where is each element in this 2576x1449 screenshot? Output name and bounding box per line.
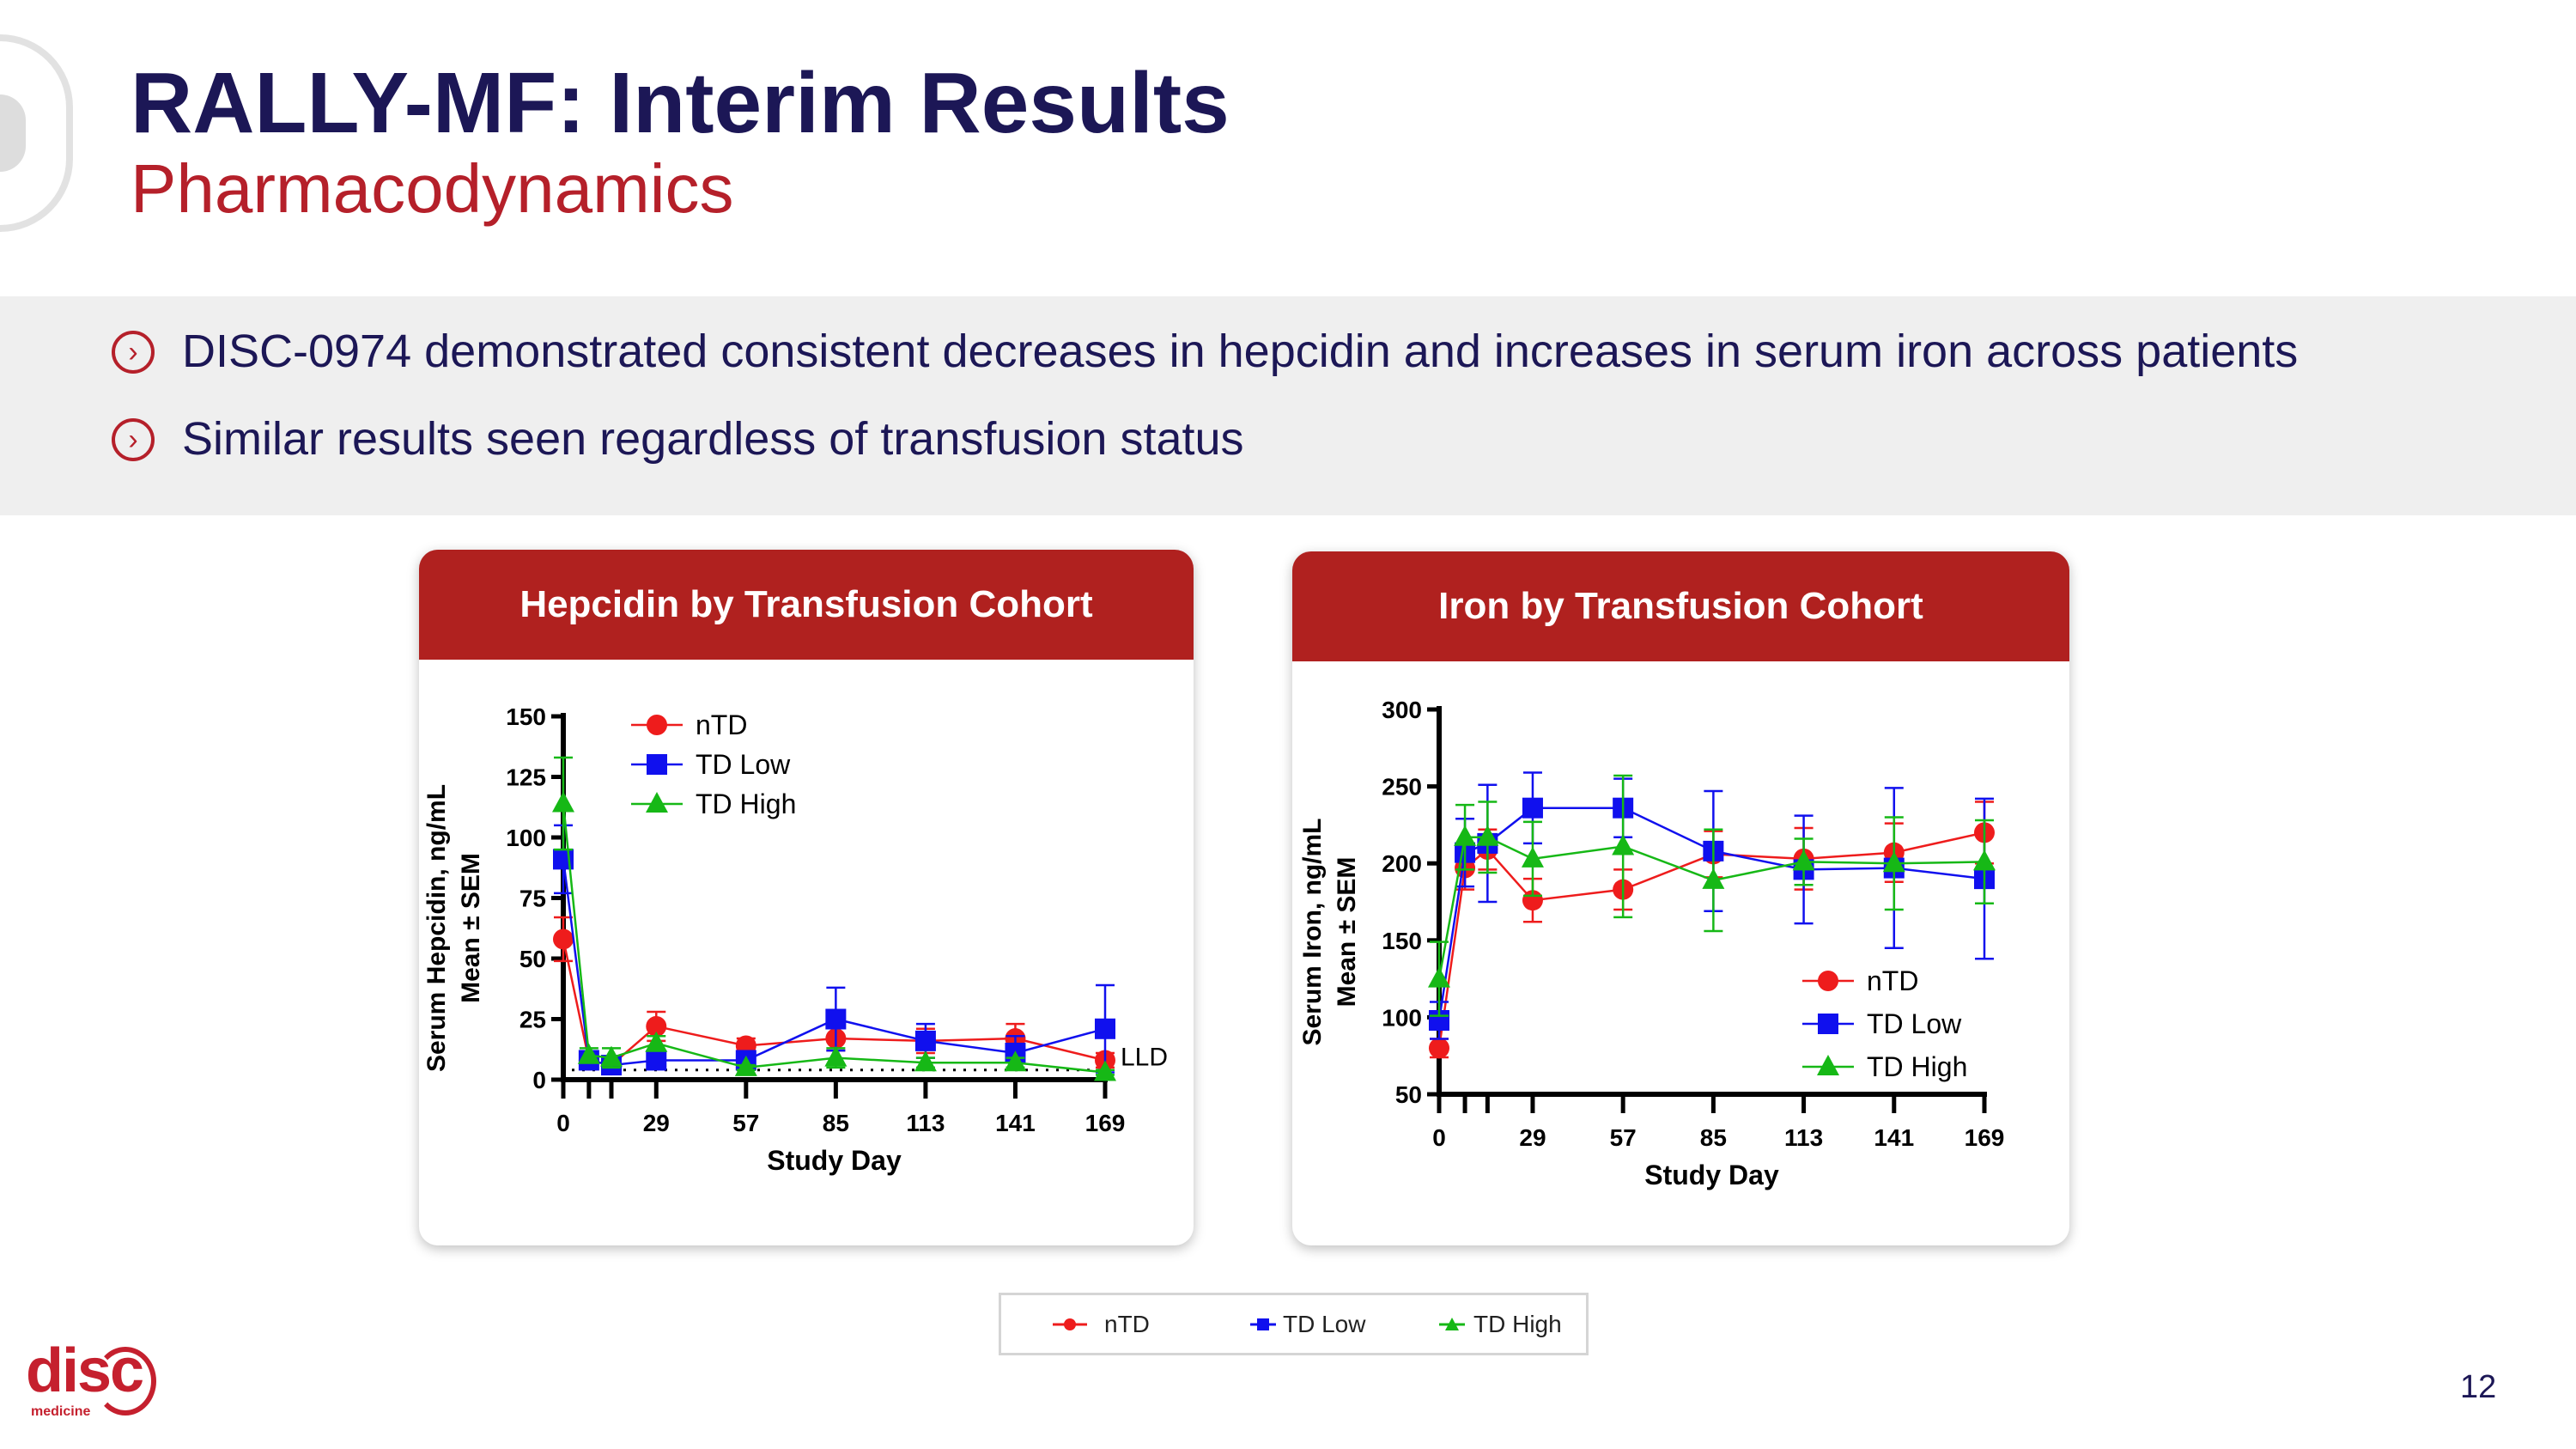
data-point — [914, 1050, 937, 1072]
legend-label: nTD — [1867, 965, 1918, 996]
page-number: 12 — [2460, 1369, 2497, 1405]
bullet-item: › Similar results seen regardless of tran… — [112, 413, 1244, 465]
x-tick-label: 113 — [1784, 1124, 1823, 1151]
legend-marker — [647, 754, 667, 775]
y-axis-label: Serum Iron, ng/mL — [1298, 818, 1327, 1045]
data-point — [1522, 797, 1543, 819]
hepcidin-chart-card: Hepcidin by Transfusion Cohort 0 25 50 75 10… — [419, 550, 1194, 1245]
x-tick-label: 169 — [1965, 1124, 2005, 1151]
series-td-low — [1429, 771, 1995, 1040]
x-tick-label: 85 — [823, 1110, 849, 1136]
key-points-band — [0, 296, 2576, 515]
data-point — [553, 928, 574, 950]
chart-title: Iron by Transfusion Cohort — [1292, 551, 2069, 661]
bullet-text: Similar results seen regardless of trans… — [182, 413, 1244, 465]
data-point — [1095, 1018, 1115, 1039]
legend-marker — [1817, 1055, 1839, 1075]
data-point — [1612, 834, 1635, 855]
x-tick-label: 113 — [906, 1110, 945, 1136]
data-point — [825, 1008, 847, 1030]
data-point — [646, 1050, 667, 1071]
legend-item-ntd: nTD — [1053, 1311, 1150, 1338]
x-tick-label: 29 — [643, 1110, 670, 1136]
y-tick-label: 0 — [532, 1067, 546, 1093]
page-title: RALLY-MF: Interim Results — [131, 55, 1230, 151]
y-tick-label: 200 — [1382, 850, 1422, 877]
legend-label: TD Low — [1867, 1008, 1962, 1039]
data-point — [734, 1055, 757, 1076]
data-point — [1702, 868, 1725, 889]
y-tick-label: 100 — [506, 825, 546, 851]
y-tick-label: 250 — [1382, 774, 1422, 801]
page-subtitle: Pharmacodynamics — [131, 150, 734, 227]
logo-ring — [94, 1347, 156, 1416]
data-point — [1428, 966, 1450, 988]
bullet-text: DISC-0974 demonstrated consistent decrea… — [182, 326, 2299, 377]
data-point — [824, 1045, 848, 1067]
x-tick-label: 169 — [1085, 1110, 1126, 1136]
legend-label: TD High — [1867, 1051, 1967, 1082]
y-tick-label: 75 — [519, 886, 546, 912]
y-axis-label: Serum Hepcidin, ng/mL — [422, 784, 451, 1072]
legend-marker — [1818, 971, 1838, 991]
legend-item-td-high: TD High — [1439, 1311, 1562, 1338]
y-tick-label: 100 — [1382, 1004, 1422, 1031]
x-tick-label: 57 — [732, 1110, 759, 1136]
y-tick-label: 50 — [1395, 1081, 1422, 1108]
x-tick-label: 85 — [1700, 1124, 1727, 1151]
x-axis-label: Study Day — [767, 1145, 902, 1176]
x-axis-label: Study Day — [1644, 1160, 1779, 1190]
data-point — [1792, 849, 1815, 871]
logo-subtext: medicine — [31, 1404, 91, 1419]
lld-label: LLD — [1121, 1043, 1168, 1071]
y-axis-label: Mean ± SEM — [457, 853, 485, 1003]
chevron-circle-icon: › — [112, 330, 155, 374]
data-point — [577, 1043, 600, 1064]
data-point — [1521, 846, 1544, 868]
y-tick-label: 50 — [519, 946, 546, 972]
series-td-high — [552, 756, 1116, 1081]
bullet-item: › DISC-0974 demonstrated consistent decre… — [112, 326, 2298, 377]
data-point — [1882, 851, 1905, 873]
decorative-dot — [0, 94, 26, 172]
bottom-legend: nTD TD Low TD High — [999, 1293, 1589, 1355]
iron-chart-card: Iron by Transfusion Cohort 50 100 150 200 25… — [1292, 551, 2069, 1245]
legend-marker — [1818, 1014, 1838, 1034]
series-td-high — [1428, 774, 1996, 1017]
chart-title: Hepcidin by Transfusion Cohort — [419, 550, 1194, 660]
y-tick-label: 125 — [506, 764, 546, 791]
legend-marker — [647, 715, 667, 735]
data-point — [1973, 849, 1996, 871]
legend-marker — [646, 792, 668, 813]
x-tick-label: 57 — [1610, 1124, 1637, 1151]
data-point — [1454, 825, 1477, 846]
x-tick-label: 0 — [556, 1110, 570, 1136]
data-point — [1476, 825, 1499, 846]
data-point — [645, 1031, 668, 1052]
x-tick-label: 0 — [1432, 1124, 1446, 1151]
data-point — [646, 1015, 667, 1037]
data-point — [1004, 1050, 1027, 1072]
legend-label: TD High — [696, 788, 796, 819]
data-point — [600, 1045, 623, 1067]
chevron-circle-icon: › — [112, 417, 155, 461]
y-tick-label: 150 — [506, 703, 546, 730]
y-tick-label: 25 — [519, 1007, 546, 1033]
y-tick-label: 300 — [1382, 697, 1422, 723]
legend-item-td-low: TD Low — [1250, 1311, 1365, 1338]
x-tick-label: 29 — [1519, 1124, 1546, 1151]
data-point — [552, 791, 574, 813]
hepcidin-chart: 0 25 50 75 100 125 150 0 29 57 85 113 141 169 Study Da… — [422, 703, 1168, 1176]
legend-label: nTD — [696, 709, 747, 740]
iron-chart: 50 100 150 200 250 300 0 29 57 85 113 141 169 Study D… — [1298, 697, 2005, 1190]
data-point — [1429, 1038, 1449, 1059]
legend-label: TD Low — [696, 749, 791, 780]
x-tick-label: 141 — [995, 1110, 1036, 1136]
y-axis-label: Mean ± SEM — [1333, 857, 1361, 1008]
data-point — [914, 1030, 936, 1051]
y-tick-label: 150 — [1382, 928, 1422, 954]
data-point — [1094, 1060, 1116, 1081]
x-tick-label: 141 — [1874, 1124, 1914, 1151]
